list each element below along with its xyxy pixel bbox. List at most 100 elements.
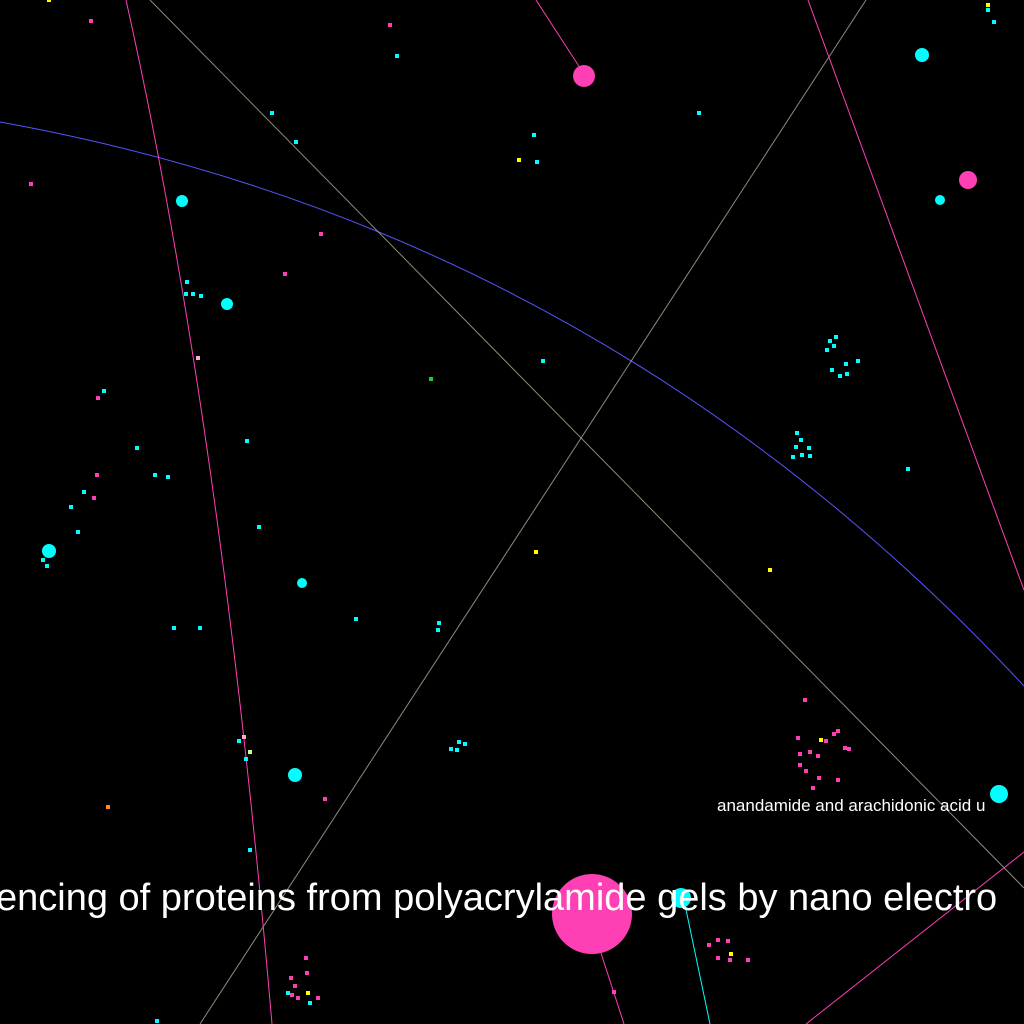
node-hub-magenta[interactable] [552, 874, 632, 954]
node-small-magenta[interactable] [728, 958, 732, 962]
node-small-magenta[interactable] [824, 739, 828, 743]
node-small-magenta[interactable] [817, 776, 821, 780]
node-cyan[interactable] [221, 298, 233, 310]
node-small-cyan[interactable] [135, 446, 139, 450]
node-small-cyan[interactable] [69, 505, 73, 509]
node-small-cyan[interactable] [795, 431, 799, 435]
node-small-yellow[interactable] [768, 568, 772, 572]
node-small-cyan[interactable] [185, 280, 189, 284]
node-small-magenta[interactable] [296, 996, 300, 1000]
node-small-cyan[interactable] [102, 389, 106, 393]
node-small-cyan[interactable] [395, 54, 399, 58]
node-small-cyan[interactable] [199, 294, 203, 298]
node-small-magenta[interactable] [847, 747, 851, 751]
node-small-magenta[interactable] [388, 23, 392, 27]
node-small-other[interactable] [248, 750, 252, 754]
node-small-cyan[interactable] [270, 111, 274, 115]
node-small-cyan[interactable] [45, 564, 49, 568]
node-cyan[interactable] [671, 888, 691, 908]
node-small-cyan[interactable] [986, 8, 990, 12]
node-small-cyan[interactable] [808, 454, 812, 458]
node-small-cyan[interactable] [455, 748, 459, 752]
node-small-cyan[interactable] [791, 455, 795, 459]
node-cyan[interactable] [935, 195, 945, 205]
node-small-yellow[interactable] [534, 550, 538, 554]
node-small-magenta[interactable] [843, 746, 847, 750]
node-small-magenta[interactable] [305, 971, 309, 975]
node-magenta[interactable] [573, 65, 595, 87]
node-small-yellow[interactable] [306, 991, 310, 995]
node-cyan[interactable] [297, 578, 307, 588]
node-small-magenta[interactable] [798, 763, 802, 767]
node-small-cyan[interactable] [532, 133, 536, 137]
node-cyan[interactable] [990, 785, 1008, 803]
node-small-cyan[interactable] [308, 1001, 312, 1005]
node-small-cyan[interactable] [834, 335, 838, 339]
node-small-cyan[interactable] [354, 617, 358, 621]
node-small-cyan[interactable] [198, 626, 202, 630]
node-small-magenta[interactable] [96, 396, 100, 400]
node-small-cyan[interactable] [825, 348, 829, 352]
node-small-cyan[interactable] [830, 368, 834, 372]
node-small-magenta[interactable] [612, 990, 616, 994]
node-small-cyan[interactable] [838, 374, 842, 378]
node-small-cyan[interactable] [535, 160, 539, 164]
node-small-yellow[interactable] [47, 0, 51, 2]
node-small-magenta[interactable] [811, 786, 815, 790]
node-small-magenta[interactable] [316, 996, 320, 1000]
node-small-cyan[interactable] [153, 473, 157, 477]
node-small-magenta[interactable] [95, 473, 99, 477]
node-small-cyan[interactable] [286, 991, 290, 995]
node-small-cyan[interactable] [449, 747, 453, 751]
node-small-magenta[interactable] [29, 182, 33, 186]
node-cyan[interactable] [915, 48, 929, 62]
node-small-magenta[interactable] [283, 272, 287, 276]
node-small-yellow[interactable] [986, 3, 990, 7]
node-small-magenta[interactable] [707, 943, 711, 947]
node-small-magenta[interactable] [319, 232, 323, 236]
node-small-cyan[interactable] [463, 742, 467, 746]
node-small-cyan[interactable] [76, 530, 80, 534]
node-cyan[interactable] [288, 768, 302, 782]
node-small-yellow[interactable] [729, 952, 733, 956]
node-small-cyan[interactable] [82, 490, 86, 494]
node-small-magenta[interactable] [726, 939, 730, 943]
node-small-other[interactable] [106, 805, 110, 809]
node-small-cyan[interactable] [794, 445, 798, 449]
node-small-magenta[interactable] [92, 496, 96, 500]
node-small-cyan[interactable] [257, 525, 261, 529]
node-small-cyan[interactable] [155, 1019, 159, 1023]
node-small-cyan[interactable] [172, 626, 176, 630]
node-small-cyan[interactable] [237, 739, 241, 743]
node-small-magenta[interactable] [716, 956, 720, 960]
node-small-cyan[interactable] [245, 439, 249, 443]
node-small-cyan[interactable] [828, 339, 832, 343]
node-small-cyan[interactable] [832, 344, 836, 348]
node-small-cyan[interactable] [191, 292, 195, 296]
node-small-cyan[interactable] [697, 111, 701, 115]
node-small-cyan[interactable] [457, 740, 461, 744]
node-small-magenta[interactable] [832, 732, 836, 736]
node-small-cyan[interactable] [184, 292, 188, 296]
node-small-cyan[interactable] [906, 467, 910, 471]
node-magenta[interactable] [959, 171, 977, 189]
node-small-other[interactable] [196, 356, 200, 360]
node-small-magenta[interactable] [836, 729, 840, 733]
node-small-cyan[interactable] [248, 848, 252, 852]
node-small-magenta[interactable] [798, 752, 802, 756]
node-small-cyan[interactable] [41, 558, 45, 562]
node-small-yellow[interactable] [517, 158, 521, 162]
node-small-cyan[interactable] [166, 475, 170, 479]
node-small-cyan[interactable] [844, 362, 848, 366]
node-small-magenta[interactable] [804, 769, 808, 773]
node-small-cyan[interactable] [541, 359, 545, 363]
node-small-cyan[interactable] [807, 446, 811, 450]
node-small-magenta[interactable] [290, 993, 294, 997]
node-small-magenta[interactable] [89, 19, 93, 23]
node-cyan[interactable] [42, 544, 56, 558]
node-small-yellow[interactable] [819, 738, 823, 742]
node-small-cyan[interactable] [800, 453, 804, 457]
node-small-cyan[interactable] [244, 757, 248, 761]
node-small-cyan[interactable] [436, 628, 440, 632]
node-small-cyan[interactable] [437, 621, 441, 625]
